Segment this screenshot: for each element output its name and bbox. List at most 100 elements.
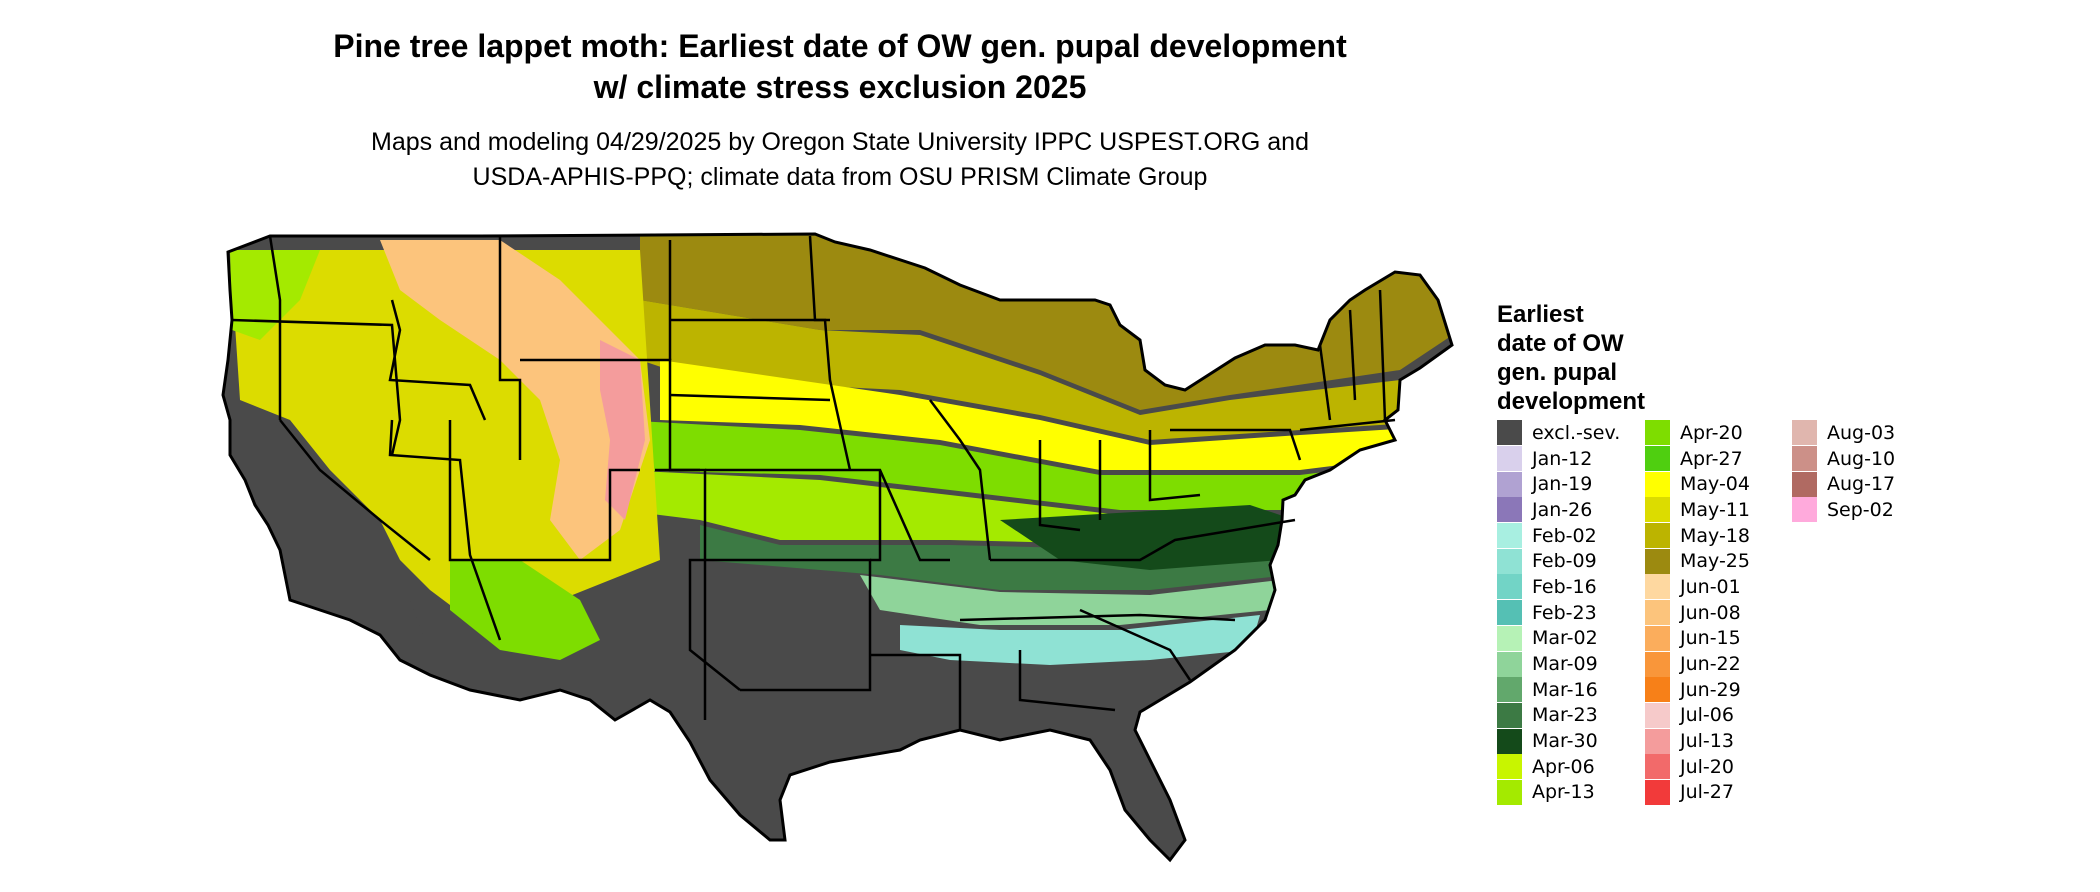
state-border [1079,608,1192,681]
legend-swatch [1645,677,1670,703]
legend-swatch [1792,497,1817,523]
legend-item: Feb-23 [1497,600,1620,626]
state-border [655,468,707,720]
legend-title-line: Earliest [1497,301,1584,328]
legend-label: Sep-02 [1827,498,1894,521]
legend-label: Feb-09 [1532,550,1597,573]
legend-item: Jun-29 [1645,677,1750,703]
legend-label: Jul-13 [1680,730,1734,753]
legend-label: Jul-06 [1680,704,1734,727]
legend-item: May-11 [1645,497,1750,523]
state-border [1348,309,1357,401]
climate-zone [700,525,1300,590]
legend-item: Mar-09 [1497,651,1620,677]
legend-item: Apr-27 [1645,446,1750,472]
legend-title-line: date of OW [1497,330,1624,357]
state-border [1148,430,1201,502]
legend-item: May-25 [1645,548,1750,574]
legend-swatch [1792,446,1817,472]
legend-title-line: gen. pupal [1497,359,1617,386]
legend-item: Jul-06 [1645,702,1750,729]
legend-swatch [1645,728,1670,754]
legend-item: Jan-26 [1497,497,1620,523]
legend-swatch [1645,548,1670,574]
legend-label: Feb-16 [1532,575,1597,598]
state-border [231,318,402,456]
legend-swatch [1497,471,1522,497]
map-subtitle: Maps and modeling 04/29/2025 by Oregon S… [0,125,1680,195]
legend-column-2: Apr-20 Apr-27 May-04 May-11 May-18 May-25 Jun-… [1645,420,1750,805]
legend-item: Feb-02 [1497,523,1620,549]
legend-label: May-18 [1680,524,1750,547]
legend-column-3: Aug-03 Aug-10 Aug-17 Sep-02 [1792,420,1895,523]
legend-swatch [1497,779,1522,805]
legend-item: Aug-03 [1792,420,1895,446]
climate-zone [1000,505,1295,570]
subtitle-line-1: Maps and modeling 04/29/2025 by Oregon S… [371,128,1309,156]
climate-zone [860,575,1280,625]
legend-title: Earliest date of OW gen. pupal developme… [1497,300,1727,416]
legend-label: excl.-sev. [1532,421,1621,444]
us-outline [221,232,1454,863]
state-border [669,393,831,402]
legend-swatch [1497,600,1522,626]
legend-swatch [1792,420,1817,446]
climate-zone [640,300,1452,440]
legend-item: Jun-01 [1645,574,1750,600]
state-border [740,620,872,692]
legend-item: Apr-13 [1497,779,1620,806]
legend-item: Jul-27 [1645,779,1750,806]
state-border [990,518,1296,562]
legend-swatch [1645,754,1670,780]
legend-swatch [1497,446,1522,472]
legend-label: Jun-22 [1680,653,1741,676]
climate-zone [450,560,600,660]
legend-item: Aug-17 [1792,471,1895,497]
legend-item: Apr-20 [1645,420,1750,446]
legend-item: Aug-10 [1792,446,1895,472]
legend-item: Jun-15 [1645,625,1750,652]
climate-zones [223,234,1452,860]
climate-zone [380,240,650,560]
legend-item: Jan-12 [1497,446,1620,472]
legend-label: Feb-23 [1532,601,1597,624]
state-border [388,299,487,421]
legend-swatch [1497,754,1522,780]
climate-zone [230,250,320,340]
legend-label: Feb-02 [1532,524,1597,547]
legend-item: Jul-13 [1645,728,1750,754]
legend-swatch [1497,523,1522,549]
legend-label: Jun-15 [1680,627,1741,650]
legend-label: Jan-19 [1532,473,1593,496]
legend-label: May-11 [1680,498,1750,521]
legend-item: Mar-23 [1497,702,1620,729]
legend-title-line: development [1497,388,1646,415]
legend-item: Feb-09 [1497,548,1620,574]
state-border [279,419,431,561]
legend-label: Mar-02 [1532,627,1598,650]
legend-item: Jul-20 [1645,754,1750,780]
legend-swatch [1497,651,1522,677]
legend-swatch [1497,677,1522,703]
legend-label: Jan-12 [1532,447,1593,470]
legend-swatch [1645,471,1670,497]
legend-swatch [1792,471,1817,497]
legend-swatch [1645,779,1670,805]
legend-label: May-04 [1680,473,1750,496]
legend-item: Apr-06 [1497,754,1620,780]
legend-swatch [1497,574,1522,600]
legend-label: Aug-17 [1827,473,1896,496]
legend-item: Jan-19 [1497,471,1620,497]
legend-swatch [1497,497,1522,523]
state-border [498,236,522,460]
legend-swatch [1497,702,1522,728]
legend-item: May-04 [1645,471,1750,497]
state-border [388,419,502,641]
subtitle-line-2: USDA-APHIS-PPQ; climate data from OSU PR… [472,163,1208,191]
legend-label: May-25 [1680,550,1750,573]
legend-swatch [1645,497,1670,523]
legend-item: Mar-02 [1497,625,1620,652]
state-border [688,558,741,691]
climate-zone [660,360,1452,470]
state-border [1299,418,1396,432]
